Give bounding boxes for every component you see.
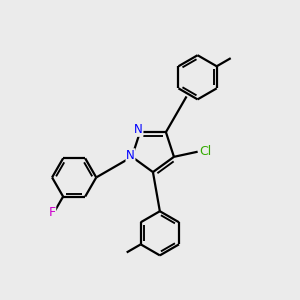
Text: Cl: Cl xyxy=(199,145,212,158)
Text: N: N xyxy=(134,123,143,136)
Text: N: N xyxy=(126,149,135,162)
Text: F: F xyxy=(49,206,56,219)
